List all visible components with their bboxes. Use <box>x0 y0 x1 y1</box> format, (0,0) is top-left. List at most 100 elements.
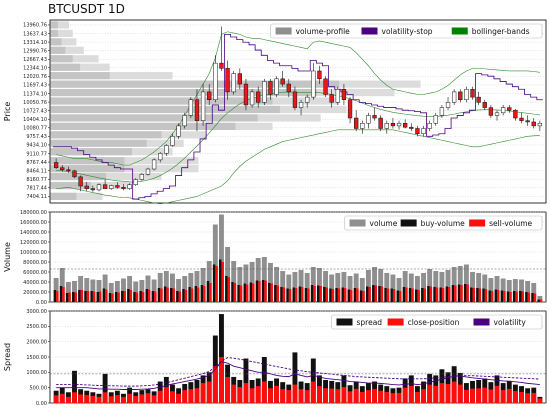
volume-bar <box>170 273 175 302</box>
sell-volume-bar <box>399 291 402 302</box>
candle-body-up <box>274 78 279 95</box>
candle-body-up <box>305 96 310 103</box>
buy-volume-bar <box>261 280 265 302</box>
sell-volume-bar <box>62 287 65 302</box>
volume-profile-bar-dark <box>50 97 273 105</box>
volume-bar <box>519 279 524 302</box>
buy-volume-bar <box>108 293 112 302</box>
candle <box>164 144 169 156</box>
volume-bar <box>231 261 237 302</box>
buy-volume-bar <box>53 290 57 302</box>
buy-volume-bar <box>157 288 161 302</box>
candle-body-up <box>445 102 451 108</box>
volume-bar <box>506 280 512 302</box>
sell-volume-bar <box>80 290 84 302</box>
close-position-bar <box>310 381 316 403</box>
candle <box>292 86 298 111</box>
candle <box>390 118 396 129</box>
sell-volume-bar <box>533 293 537 302</box>
candle <box>329 89 334 108</box>
candle <box>109 184 114 190</box>
sell-volume-bar <box>172 288 175 302</box>
candle-body-up <box>200 91 206 121</box>
candle <box>488 104 494 119</box>
close-position-bar <box>53 395 59 403</box>
sell-volume-bar <box>111 293 114 302</box>
close-position-bar <box>127 393 133 403</box>
y-tick-label: 1500.00 <box>26 355 47 361</box>
volume-bar <box>145 275 151 302</box>
legend-label: bollinger-bands <box>472 27 530 36</box>
close-position-bar <box>114 395 120 403</box>
candle-body-down <box>286 83 291 93</box>
close-position-bar <box>78 394 84 403</box>
volume-bar <box>482 274 488 302</box>
close-position-bar <box>519 391 524 403</box>
buy-volume-bar <box>323 287 326 302</box>
candle-body-up <box>139 173 145 180</box>
volume-bar <box>212 224 218 302</box>
y-tick-label: 10050.76 <box>23 100 47 106</box>
close-position-bar <box>280 389 286 403</box>
buy-volume-bar <box>121 291 124 302</box>
candle-body-up <box>335 89 340 103</box>
volatility-line <box>56 361 540 390</box>
close-position-bar <box>139 394 145 403</box>
y-tick-label: 8464.11 <box>26 168 47 174</box>
legend-label: spread <box>357 318 383 327</box>
volume-profile-bar-dark <box>50 122 236 130</box>
close-position-bar <box>231 384 237 403</box>
buy-volume-bar <box>463 284 467 302</box>
y-tick-label: 7404.11 <box>26 194 47 200</box>
buy-volume-bar <box>506 291 510 302</box>
buy-volume-bar <box>347 289 351 302</box>
candle-body-down <box>102 184 108 189</box>
candle <box>519 112 524 124</box>
candle-body-down <box>194 99 200 121</box>
legend-label: sell-volume <box>489 219 532 228</box>
buy-volume-bar <box>212 264 216 302</box>
candle-body-down <box>256 91 261 103</box>
buy-volume-bar <box>335 288 338 302</box>
candle <box>482 99 487 111</box>
buy-volume-bar <box>378 286 381 302</box>
candle <box>145 167 151 176</box>
candle <box>170 133 175 147</box>
volume-bar <box>433 271 439 302</box>
candle <box>194 89 200 132</box>
candle <box>231 70 236 95</box>
buy-volume-bar <box>445 286 449 302</box>
candle-body-down <box>531 121 536 127</box>
volume-bar <box>78 276 84 302</box>
buy-volume-bar <box>494 289 498 302</box>
candle-body-down <box>60 167 65 171</box>
volume-bar <box>133 281 139 302</box>
buy-volume-bar <box>470 287 473 302</box>
candle-body-down <box>237 73 242 85</box>
y-tick-label: 12344.10 <box>23 66 47 72</box>
volume-bar <box>353 273 359 302</box>
volume-bar <box>365 270 371 302</box>
candle-body-up <box>464 89 469 100</box>
legend-label: volatility <box>494 318 527 327</box>
y-tick-label: 10404.10 <box>23 117 47 123</box>
legend: volume buy-volume sell-volume <box>344 215 543 231</box>
close-position-bar <box>335 389 341 403</box>
legend-swatch <box>275 27 292 35</box>
y-tick-label: 10727.43 <box>23 108 47 114</box>
candle <box>513 108 518 121</box>
buy-volume-bar <box>170 288 173 302</box>
close-position-bar <box>378 390 384 403</box>
candle-body-up <box>384 123 389 129</box>
buy-volume-bar <box>176 291 179 302</box>
candle <box>433 112 438 126</box>
candle <box>323 76 328 98</box>
buy-volume-bar <box>127 289 130 302</box>
close-position-bar <box>463 389 469 403</box>
sell-volume-bar <box>380 286 384 302</box>
volume-bar <box>225 247 231 302</box>
candle-body-up <box>439 107 445 116</box>
y-tick-label: 11697.43 <box>23 83 47 89</box>
candle-body-down <box>482 102 487 108</box>
